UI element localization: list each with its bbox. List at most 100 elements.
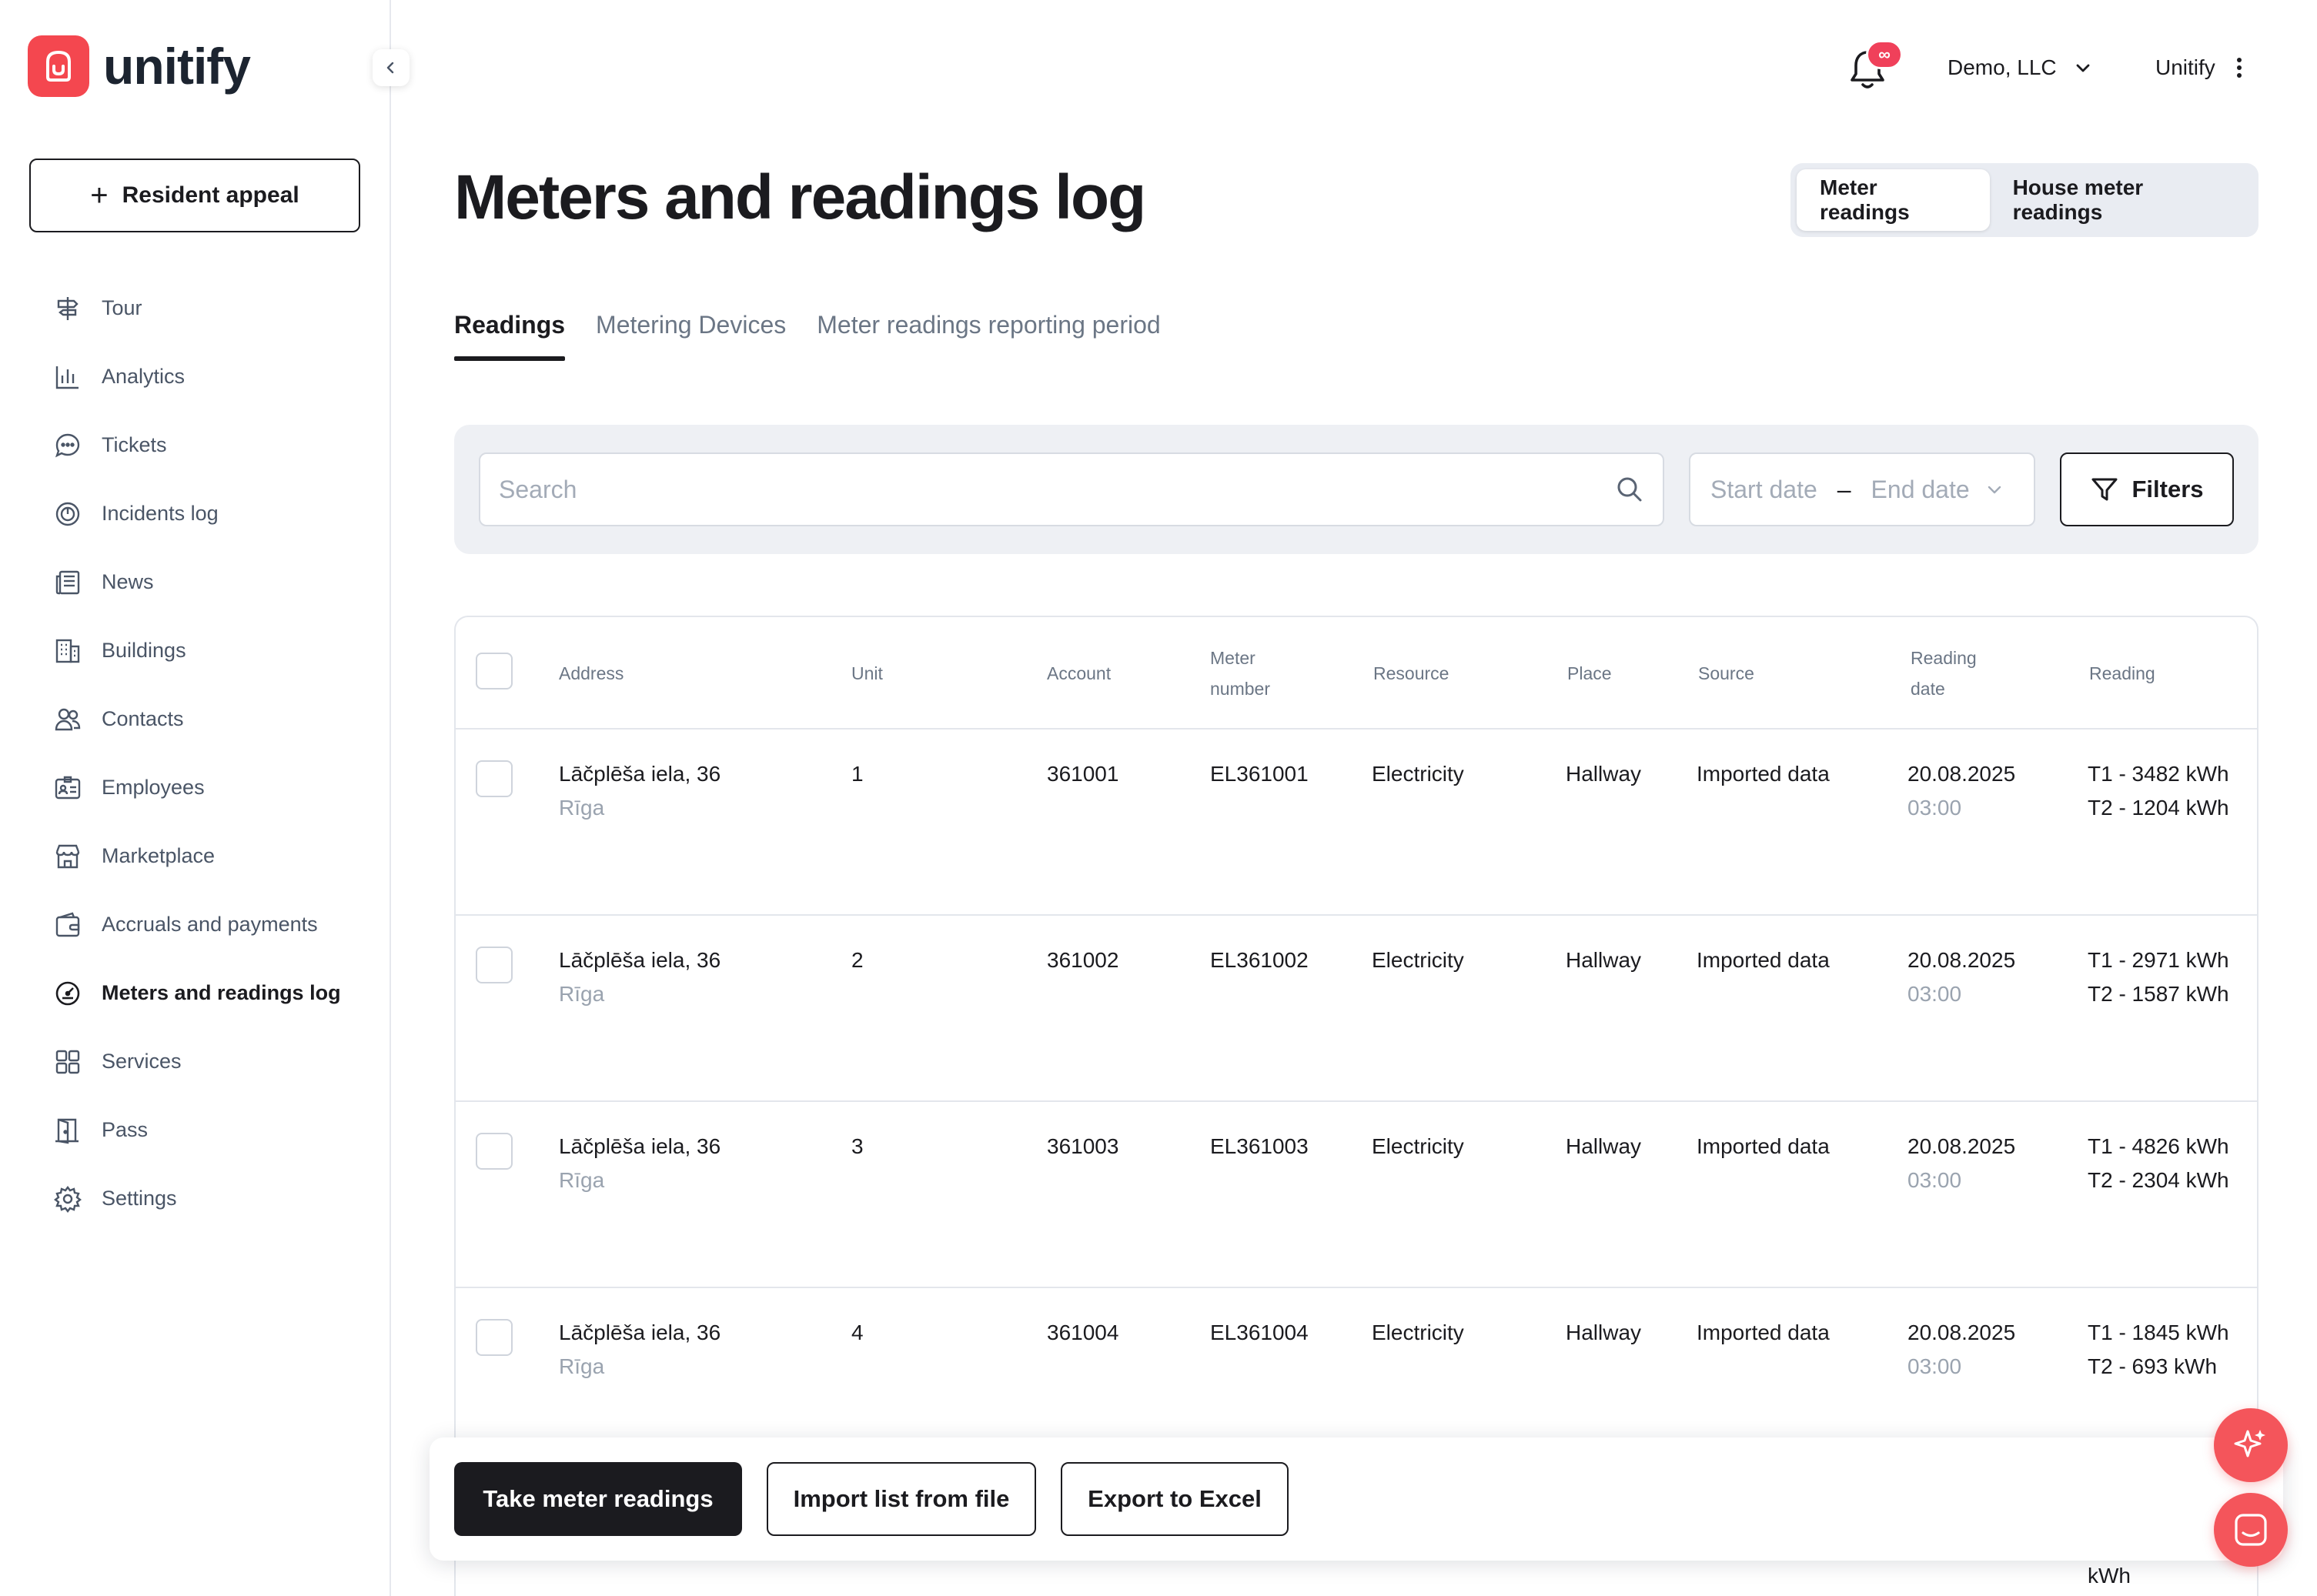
date-range-picker[interactable]: Start date – End date [1689,452,2035,526]
cell-account: 361004 [1047,1321,1119,1344]
filters-button[interactable]: Filters [2060,452,2234,526]
row-checkbox[interactable] [476,1133,513,1170]
column-place[interactable]: Place [1567,663,1612,683]
cell-source: Imported data [1697,762,1830,786]
sidebar-nav: Tour Analytics Tickets Incidents log New… [49,274,380,1233]
tab-readings[interactable]: Readings [454,311,566,361]
sidebar-item-label: Buildings [102,639,186,662]
segment-house-meter-readings[interactable]: House meter readings [2012,175,2144,224]
tab-reporting-period[interactable]: Meter readings reporting period [817,311,1161,339]
sidebar-item-buildings[interactable]: Buildings [49,616,380,685]
collapse-sidebar-button[interactable] [373,49,410,86]
view-segmented-control: Meter readings House meter readings [1790,163,2258,237]
readings-table: Address Unit Account Meter number Resourc… [454,616,2258,1596]
wallet-icon [49,907,86,943]
cell-reading: T1 - 1845 kWh T2 - 693 kWh [2088,1321,2229,1378]
column-source[interactable]: Source [1698,663,1754,683]
user-menu[interactable]: Unitify [2155,55,2243,80]
column-reading-date[interactable]: Reading date [1911,617,1977,730]
column-unit[interactable]: Unit [851,663,883,683]
cell-reading-date: 20.08.2025 03:00 [1907,1316,2015,1384]
sidebar-item-label: Tour [102,296,142,319]
segment-meter-readings[interactable]: Meter readings [1797,169,1990,231]
select-all-checkbox[interactable] [476,653,513,689]
sidebar-item-marketplace[interactable]: Marketplace [49,822,380,890]
cell-place: Hallway [1566,948,1642,972]
sidebar-item-services[interactable]: Services [49,1027,380,1096]
cell-address: Lāčplēša iela, 36 Rīga [559,943,721,1011]
sidebar-item-meters[interactable]: Meters and readings log [49,959,380,1027]
row-checkbox[interactable] [476,1319,513,1356]
door-icon [49,1112,86,1149]
cell-account: 361001 [1047,762,1119,786]
resident-appeal-button[interactable]: + Resident appeal [29,159,360,232]
search-icon[interactable] [1615,475,1644,504]
sidebar-item-settings[interactable]: Settings [49,1164,380,1233]
cell-resource: Electricity [1372,948,1464,972]
import-list-button[interactable]: Import list from file [767,1462,1036,1536]
notification-badge: ∞ [1866,40,1903,69]
meter-icon [49,975,86,1012]
column-meter-line1: Meter [1210,648,1255,668]
ai-assistant-button[interactable] [2214,1408,2288,1482]
sidebar-item-employees[interactable]: Employees [49,753,380,822]
search-input[interactable] [499,475,1615,504]
sidebar-item-label: Pass [102,1118,149,1141]
start-date-field[interactable]: Start date [1710,475,1817,503]
chevron-down-icon [2076,64,2090,72]
chat-support-button[interactable] [2214,1493,2288,1567]
table-row[interactable]: Lāčplēša iela, 36 Rīga 1 361001 EL361001 … [456,730,2257,916]
sidebar-item-label: Meters and readings log [102,981,341,1004]
cell-address: Lāčplēša iela, 36 Rīga [559,1130,721,1197]
date-separator: – [1837,475,1851,503]
sidebar-item-label: Services [102,1050,182,1073]
date-text: 20.08.2025 [1907,1321,2016,1344]
sidebar-item-tickets[interactable]: Tickets [49,411,380,479]
table-row[interactable]: Lāčplēša iela, 36 Rīga 3 361003 EL361003 … [456,1102,2257,1288]
bar-chart-icon [49,359,86,396]
tab-metering-devices[interactable]: Metering Devices [596,311,787,339]
row-checkbox[interactable] [476,947,513,983]
cell-unit: 1 [851,762,864,786]
sidebar-item-tour[interactable]: Tour [49,274,380,342]
column-date-line2: date [1911,679,1945,699]
cell-meter-number: EL361003 [1210,1134,1309,1158]
sidebar-item-label: Accruals and payments [102,913,318,936]
logo[interactable]: unitify [28,35,251,97]
column-meter-number[interactable]: Meter number [1210,617,1270,730]
column-address[interactable]: Address [559,663,624,683]
cell-meter-number: EL361001 [1210,762,1309,786]
sparkle-icon [2234,1430,2265,1457]
column-account[interactable]: Account [1047,663,1112,683]
table-row[interactable]: kWh [456,1474,2257,1596]
sidebar-item-incidents-log[interactable]: Incidents log [49,479,380,548]
sidebar-item-accruals[interactable]: Accruals and payments [49,890,380,959]
logo-icon [28,35,89,97]
row-checkbox[interactable] [476,760,513,797]
sidebar-item-analytics[interactable]: Analytics [49,342,380,411]
sidebar-item-label: Employees [102,776,205,799]
cell-unit: 2 [851,948,864,972]
cell-source: Imported data [1697,1321,1830,1344]
sidebar-item-label: Tickets [102,433,167,456]
column-resource[interactable]: Resource [1373,663,1449,683]
sidebar-item-contacts[interactable]: Contacts [49,685,380,753]
column-reading[interactable]: Reading [2089,663,2155,683]
sidebar-item-news[interactable]: News [49,548,380,616]
organization-selector[interactable]: Demo, LLC [1948,55,2092,80]
store-icon [49,838,86,875]
search-field[interactable] [479,452,1664,526]
export-to-excel-button[interactable]: Export to Excel [1061,1462,1289,1536]
chevron-left-icon [386,62,394,74]
cell-address: Lāčplēša iela, 36 Rīga [559,757,721,825]
cell-reading-date: 20.08.2025 03:00 [1907,1130,2015,1197]
date-text: 20.08.2025 [1907,948,2016,972]
end-date-field[interactable]: End date [1871,475,1970,503]
sidebar-item-pass[interactable]: Pass [49,1096,380,1164]
cell-place: Hallway [1566,1134,1642,1158]
table-row[interactable]: Lāčplēša iela, 36 Rīga 2 361002 EL361002 … [456,916,2257,1102]
city-text: Rīga [559,796,605,820]
cell-reading-date: 20.08.2025 03:00 [1907,943,2015,1011]
take-meter-readings-button[interactable]: Take meter readings [454,1462,742,1536]
table-header: Address Unit Account Meter number Resourc… [456,617,2257,730]
